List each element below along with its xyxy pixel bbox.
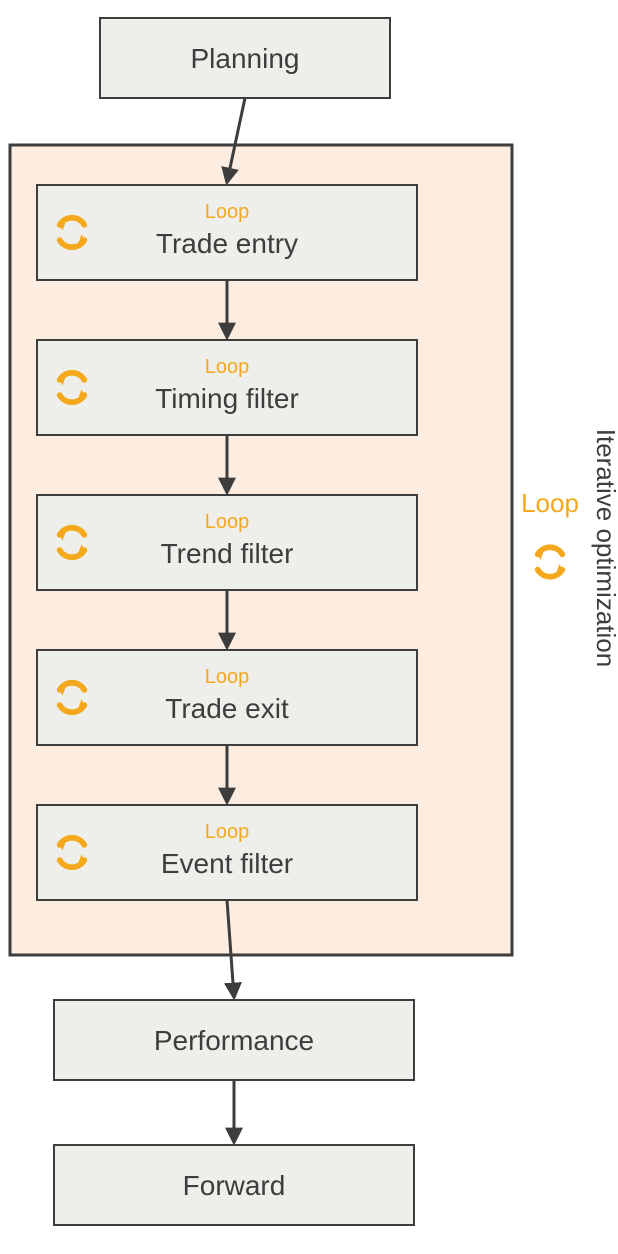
node-event-filter: Loop Event filter (37, 805, 417, 900)
flowchart: Iterative optimization Loop Planning Loop Tr… (0, 0, 618, 1254)
container-loop-label: Loop (521, 488, 579, 518)
node-label: Trade exit (165, 693, 289, 724)
iterative-optimization-label: Iterative optimization (591, 429, 618, 667)
node-timing-filter: Loop Timing filter (37, 340, 417, 435)
node-label: Performance (154, 1025, 314, 1056)
node-trend-filter: Loop Trend filter (37, 495, 417, 590)
node-label: Forward (183, 1170, 286, 1201)
node-loop-label: Loop (205, 821, 250, 843)
node-forward: Forward (54, 1145, 414, 1225)
node-trade-exit: Loop Trade exit (37, 650, 417, 745)
node-loop-label: Loop (205, 201, 250, 223)
node-label: Trade entry (156, 228, 298, 259)
node-loop-label: Loop (205, 511, 250, 533)
node-loop-label: Loop (205, 666, 250, 688)
node-label: Timing filter (155, 383, 299, 414)
node-label: Planning (191, 43, 300, 74)
node-label: Trend filter (161, 538, 294, 569)
node-trade-entry: Loop Trade entry (37, 185, 417, 280)
node-planning: Planning (100, 18, 390, 98)
node-loop-label: Loop (205, 356, 250, 378)
refresh-icon (538, 547, 563, 576)
node-performance: Performance (54, 1000, 414, 1080)
node-label: Event filter (161, 848, 293, 879)
